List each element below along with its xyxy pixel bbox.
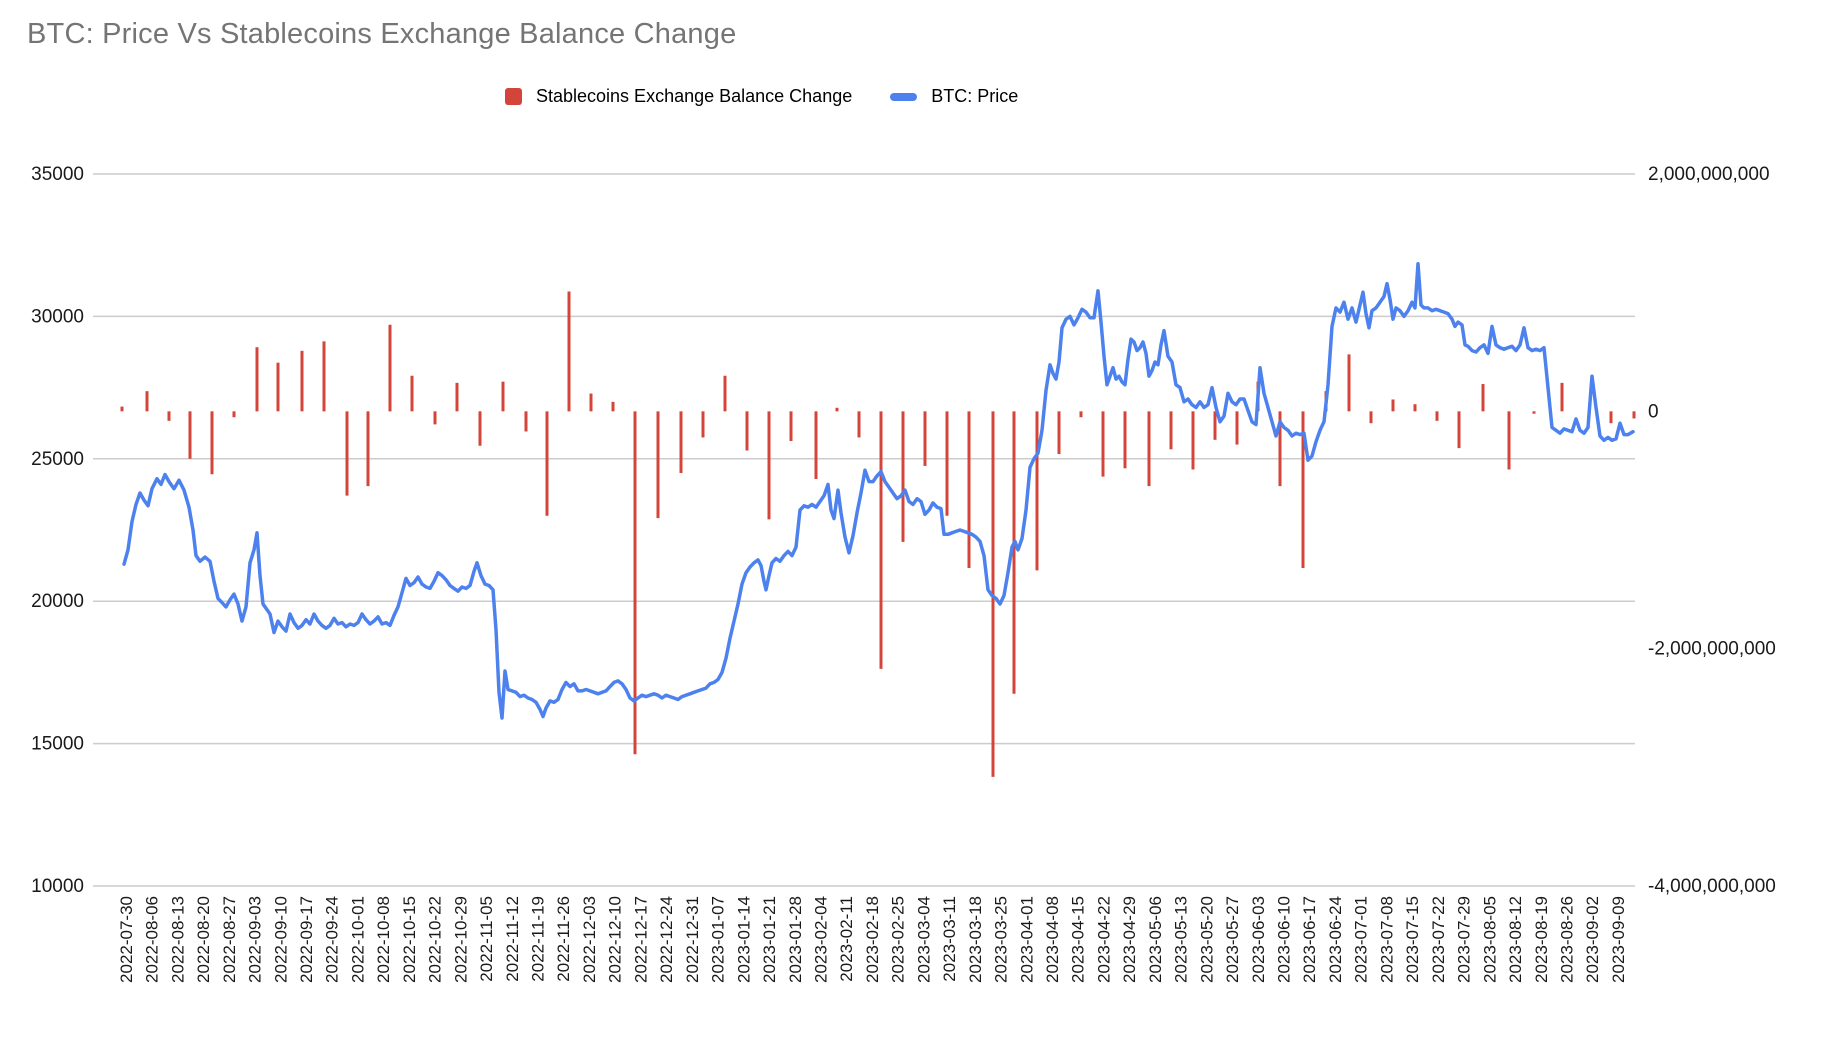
- x-axis-label: 2023-05-06: [1146, 896, 1165, 983]
- x-axis-label: 2022-11-05: [477, 896, 496, 982]
- x-axis-label: 2022-10-29: [451, 896, 470, 983]
- x-axis-label: 2022-12-31: [683, 896, 702, 983]
- x-axis-label: 2023-01-21: [760, 896, 779, 983]
- x-axis-label: 2023-07-22: [1429, 896, 1448, 983]
- x-axis-label: 2023-02-25: [889, 896, 908, 983]
- legend-item-stablecoins[interactable]: Stablecoins Exchange Balance Change: [505, 86, 852, 107]
- legend-swatch-dash-icon: [890, 92, 918, 101]
- x-axis-label: 2022-08-27: [220, 896, 239, 983]
- x-axis-label: 2022-11-26: [554, 896, 573, 982]
- x-axis-label: 2022-10-22: [426, 896, 445, 983]
- x-axis-label: 2023-09-09: [1609, 896, 1628, 983]
- x-axis-label: 2023-02-11: [837, 896, 856, 982]
- x-axis-label: 2022-12-03: [580, 896, 599, 983]
- x-axis-label: 2023-04-15: [1069, 896, 1088, 983]
- legend-swatch-square-icon: [505, 88, 522, 105]
- x-axis-label: 2023-04-22: [1094, 896, 1113, 983]
- y-axis-label-left: 25000: [31, 449, 84, 470]
- x-axis-label: 2022-11-19: [529, 896, 548, 982]
- x-axis-label: 2023-06-24: [1326, 896, 1345, 983]
- x-axis-label: 2022-08-13: [168, 896, 187, 983]
- x-axis-label: 2022-09-17: [297, 896, 316, 983]
- x-axis-label: 2023-04-29: [1120, 896, 1139, 983]
- x-axis-label: 2023-07-29: [1455, 896, 1474, 983]
- x-axis-label: 2023-07-01: [1352, 896, 1371, 983]
- x-axis-label: 2022-07-30: [117, 896, 136, 983]
- x-axis-label: 2023-08-12: [1506, 896, 1525, 983]
- x-axis-label: 2022-10-01: [348, 896, 367, 983]
- y-axis-label-right: -4,000,000,000: [1648, 876, 1776, 897]
- y-axis-label-left: 35000: [31, 164, 84, 185]
- x-axis-label: 2022-12-10: [606, 896, 625, 983]
- x-axis-label: 2022-12-24: [657, 896, 676, 983]
- chart-title: BTC: Price Vs Stablecoins Exchange Balan…: [27, 18, 737, 50]
- y-axis-label-right: -2,000,000,000: [1648, 639, 1776, 660]
- x-axis-label: 2022-09-03: [246, 896, 265, 983]
- x-axis-label: 2022-10-15: [400, 896, 419, 983]
- x-axis-label: 2023-03-11: [940, 896, 959, 982]
- x-axis-label: 2023-08-05: [1480, 896, 1499, 983]
- legend-item-btc-price[interactable]: BTC: Price: [890, 86, 1018, 107]
- x-axis-label: 2022-12-17: [631, 896, 650, 983]
- x-axis-label: 2023-06-10: [1275, 896, 1294, 983]
- x-axis-label: 2023-05-27: [1223, 896, 1242, 983]
- x-axis-label: 2023-07-15: [1403, 896, 1422, 983]
- x-axis-label: 2022-09-24: [323, 896, 342, 983]
- x-axis-label: 2023-01-07: [709, 896, 728, 983]
- x-axis-label: 2023-01-14: [734, 896, 753, 983]
- x-axis-label: 2023-05-20: [1197, 896, 1216, 983]
- btc-price-line: [122, 261, 1635, 720]
- x-axis-label: 2023-03-25: [992, 896, 1011, 983]
- y-axis-label-left: 20000: [31, 591, 84, 612]
- x-axis-label: 2023-03-04: [914, 896, 933, 983]
- x-axis-label: 2023-02-18: [863, 896, 882, 983]
- y-axis-label-left: 10000: [31, 876, 84, 897]
- x-axis-label: 2023-02-04: [812, 896, 831, 983]
- x-axis-label: 2022-11-12: [503, 896, 522, 982]
- x-axis-label: 2023-04-01: [1017, 896, 1036, 983]
- y-axis-label-right: 0: [1648, 401, 1659, 422]
- x-axis-label: 2022-10-08: [374, 896, 393, 983]
- legend-label: BTC: Price: [931, 86, 1019, 106]
- x-axis-label: 2023-05-13: [1172, 896, 1191, 983]
- legend-label: Stablecoins Exchange Balance Change: [536, 86, 853, 106]
- x-axis-label: 2022-08-20: [194, 896, 213, 983]
- x-axis-label: 2023-09-02: [1583, 896, 1602, 983]
- x-axis-label: 2022-08-06: [143, 896, 162, 983]
- chart-legend: Stablecoins Exchange Balance Change BTC:…: [505, 86, 1018, 107]
- x-axis-label: 2023-06-03: [1249, 896, 1268, 983]
- x-axis-label: 2022-09-10: [271, 896, 290, 983]
- x-axis-label: 2023-07-08: [1377, 896, 1396, 983]
- x-axis-label: 2023-06-17: [1300, 896, 1319, 983]
- x-axis-label: 2023-01-28: [786, 896, 805, 983]
- x-axis-label: 2023-08-19: [1532, 896, 1551, 983]
- x-axis-label: 2023-08-26: [1558, 896, 1577, 983]
- y-axis-label-right: 2,000,000,000: [1648, 164, 1770, 185]
- y-axis-label-left: 15000: [31, 734, 84, 755]
- y-axis-label-left: 30000: [31, 306, 84, 327]
- x-axis-label: 2023-04-08: [1043, 896, 1062, 983]
- x-axis-label: 2023-03-18: [966, 896, 985, 983]
